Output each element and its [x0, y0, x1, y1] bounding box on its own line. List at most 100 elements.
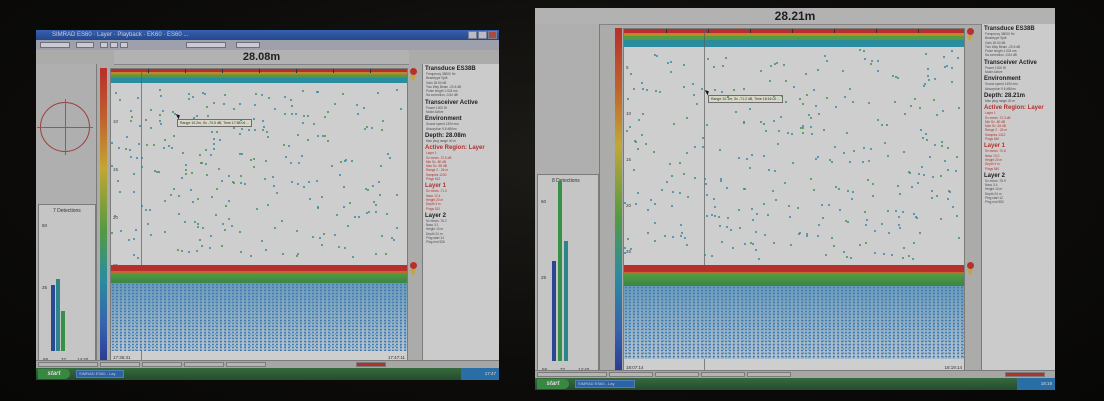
- echo-dot: [775, 199, 777, 201]
- echo-dot: [679, 192, 681, 194]
- echo-dot: [367, 189, 369, 191]
- echo-dot: [371, 127, 373, 129]
- echo-dot: [654, 222, 656, 224]
- echogram-view[interactable]: 10 15 20 25 35 Range 10.2m, Sv -70.5 dB,…: [110, 68, 408, 362]
- seabed-echo-blue: [624, 286, 964, 359]
- echo-dot: [726, 187, 728, 189]
- echo-dot: [387, 153, 389, 155]
- echo-dot: [218, 168, 220, 170]
- echo-dot: [894, 101, 896, 103]
- bottom-marker-icon[interactable]: [967, 262, 974, 276]
- status-cell: [38, 362, 98, 367]
- echo-dot: [774, 63, 776, 65]
- application-client-area: 28.21m 8 Detections 50 25 58 32 14:40 5: [535, 8, 1055, 378]
- echo-dot: [813, 89, 815, 91]
- echo-dot: [119, 99, 121, 101]
- echo-dot: [913, 213, 915, 215]
- echo-dot: [849, 88, 851, 90]
- echo-dot: [733, 89, 735, 91]
- echo-dot: [375, 204, 377, 206]
- echo-dot: [704, 254, 706, 256]
- echo-dot: [261, 94, 263, 96]
- surface-marker-icon[interactable]: [410, 68, 417, 82]
- echo-dot: [266, 131, 268, 133]
- echo-dot: [895, 210, 897, 212]
- echo-dot: [705, 183, 707, 185]
- echo-dot: [912, 258, 914, 260]
- layer2-line: Nasc 3.1: [426, 223, 439, 228]
- echo-dot: [158, 171, 160, 173]
- echo-dot: [871, 60, 873, 62]
- mode-dropdown[interactable]: [236, 42, 260, 48]
- taskbar-item[interactable]: SIMRAD ES60 - Lay: [76, 370, 124, 378]
- echo-dot: [233, 182, 235, 184]
- bottom-marker-icon[interactable]: [410, 262, 417, 276]
- echo-dot: [641, 82, 643, 84]
- histogram-bar: [56, 279, 60, 351]
- echo-dot: [806, 94, 808, 96]
- echogram-view[interactable]: 5 10 15 20 25 35 Range 10.1m, Sv -71.2 d…: [623, 28, 965, 372]
- echo-dot: [763, 203, 765, 205]
- layer1-line: Pings 512: [426, 206, 441, 211]
- echo-dot: [863, 50, 865, 52]
- echo-dot: [928, 79, 930, 81]
- status-cell: [226, 362, 266, 367]
- echo-dot: [949, 191, 951, 193]
- echo-dot: [797, 207, 799, 209]
- echo-dot: [706, 215, 708, 217]
- play-button[interactable]: [100, 42, 108, 48]
- echo-dot: [638, 119, 640, 121]
- echo-dot: [904, 113, 906, 115]
- taskbar-item[interactable]: SIMRAD ES60 - Lay: [575, 380, 635, 388]
- close-button[interactable]: [488, 31, 497, 39]
- start-button[interactable]: start: [537, 379, 569, 389]
- echo-dot: [160, 123, 162, 125]
- minimize-button[interactable]: [468, 31, 477, 39]
- echo-dot: [356, 104, 358, 106]
- echo-dot: [221, 245, 223, 247]
- echo-dot: [150, 109, 152, 111]
- stop-button[interactable]: [110, 42, 118, 48]
- surface-marker-icon[interactable]: [967, 28, 974, 42]
- echo-dot: [290, 99, 292, 101]
- end-timestamp: 17:47:11: [387, 355, 405, 360]
- echo-dot: [721, 91, 723, 93]
- echo-dot: [185, 164, 187, 166]
- echo-dot: [785, 80, 787, 82]
- echo-dot: [870, 63, 872, 65]
- echo-dot: [323, 233, 325, 235]
- toolbar-field[interactable]: [76, 42, 94, 48]
- echo-dot: [309, 198, 311, 200]
- echo-dot: [256, 208, 258, 210]
- echo-dot: [946, 65, 948, 67]
- echo-dot: [381, 129, 383, 131]
- echo-dot: [274, 108, 276, 110]
- echo-dot: [732, 247, 734, 249]
- echo-dot: [321, 244, 323, 246]
- echo-dot: [635, 203, 637, 205]
- echo-dot: [301, 155, 303, 157]
- start-button[interactable]: start: [38, 369, 70, 379]
- echo-dot: [126, 136, 128, 138]
- range-dropdown[interactable]: [186, 42, 226, 48]
- echo-dot: [755, 249, 757, 251]
- echo-dot: [202, 227, 204, 229]
- record-button[interactable]: [120, 42, 128, 48]
- transducer-line: Beamtype Split: [985, 36, 1007, 41]
- echo-dot: [738, 157, 740, 159]
- echo-dot: [701, 88, 703, 90]
- echo-dot: [865, 224, 867, 226]
- echo-dot: [877, 60, 879, 62]
- echo-dot: [645, 143, 647, 145]
- echo-dot: [261, 240, 263, 242]
- toolbar-dropdown[interactable]: [40, 42, 70, 48]
- echo-dot: [307, 115, 309, 117]
- echo-dot: [630, 248, 632, 250]
- transducer-line: Two Way Beam -20.6 dB: [426, 84, 462, 89]
- maximize-button[interactable]: [478, 31, 487, 39]
- layer2-line: Ping start 12: [985, 196, 1003, 201]
- echo-dot: [284, 113, 286, 115]
- histogram-bar: [564, 241, 568, 361]
- echo-dot: [847, 221, 849, 223]
- echo-dot: [331, 165, 333, 167]
